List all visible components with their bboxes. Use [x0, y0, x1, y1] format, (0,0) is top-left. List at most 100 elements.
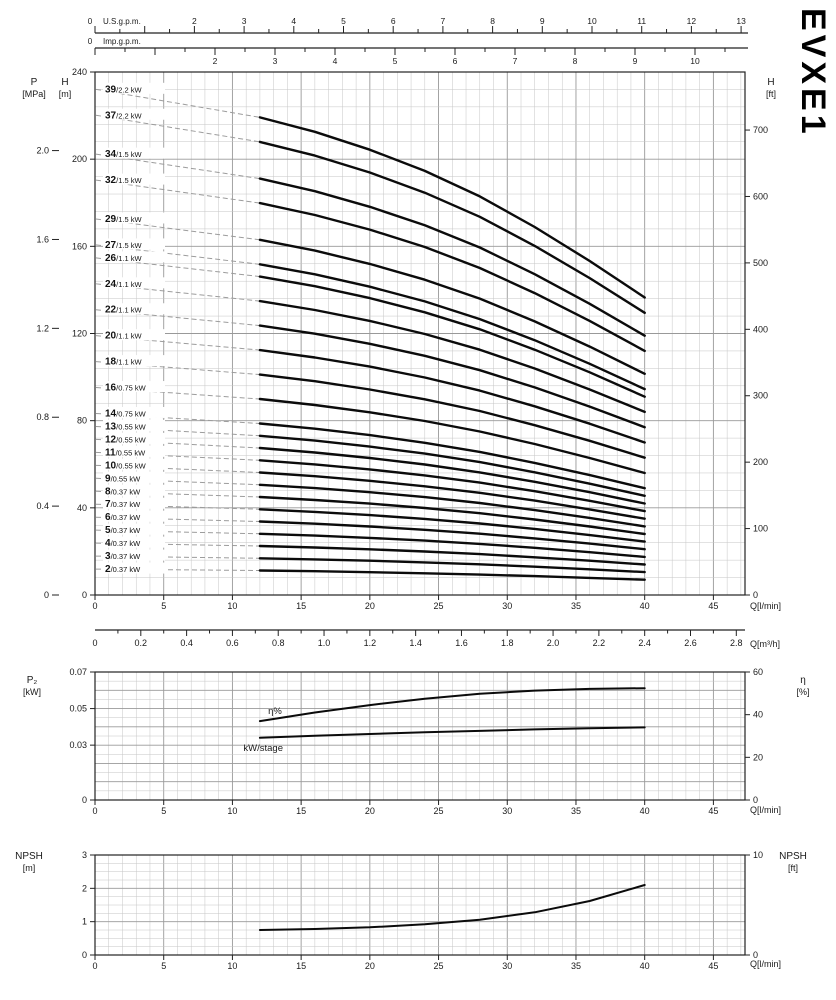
curve-label-5: 5/0.37 kW: [105, 525, 141, 536]
curve-label-3: 3/0.37 kW: [105, 551, 141, 562]
pump-curve-37: [258, 140, 646, 314]
svg-text:9: 9: [540, 16, 545, 26]
pump-curve-26: [258, 275, 646, 398]
svg-text:7: 7: [513, 56, 518, 66]
svg-text:30: 30: [502, 601, 512, 611]
npsh-left-axis-unit: [m]: [22, 863, 36, 873]
svg-text:2.2: 2.2: [593, 638, 606, 648]
svg-text:0.4: 0.4: [36, 501, 49, 511]
kw-per-stage-curve-label: kW/stage: [243, 743, 283, 754]
power-axis-header: P₂ [kW]: [14, 675, 50, 698]
power-axis-unit: [kW]: [23, 687, 41, 697]
curve-label-7: 7/0.37 kW: [105, 499, 141, 510]
svg-text:0.8: 0.8: [272, 638, 285, 648]
curve-label-11: 11/0.55 kW: [105, 447, 146, 458]
svg-text:40: 40: [640, 961, 650, 971]
svg-text:0.4: 0.4: [180, 638, 193, 648]
pump-curve-24: [258, 299, 646, 414]
npsh-x-axis-unit: Q[l/min]: [750, 959, 782, 969]
pump-curve-13: [258, 434, 646, 497]
efficiency-curve-label: η%: [268, 706, 282, 717]
svg-text:2.0: 2.0: [547, 638, 560, 648]
pump-curves: [258, 116, 646, 581]
curve-leaders: 39/2.2 kW 37/2.2 kW 34/1.5 kW 32/1.5 kW 29/1…: [95, 82, 260, 575]
pump-curve-4: [258, 544, 646, 566]
svg-text:160: 160: [72, 241, 87, 251]
svg-text:20: 20: [365, 601, 375, 611]
head-right-axis-symbol: H: [767, 77, 775, 88]
svg-text:60: 60: [753, 667, 763, 677]
svg-text:1.6: 1.6: [455, 638, 468, 648]
curve-label-8: 8/0.37 kW: [105, 486, 141, 497]
svg-text:200: 200: [72, 154, 87, 164]
svg-text:1.8: 1.8: [501, 638, 514, 648]
svg-text:45: 45: [708, 806, 718, 816]
mid-x-axis-unit: Q[l/min]: [750, 805, 782, 815]
pump-curve-16: [258, 397, 646, 475]
curve-label-20: 20/1.1 kW: [105, 331, 142, 342]
svg-text:0: 0: [88, 17, 93, 26]
npsh-right-axis-symbol: NPSH: [779, 851, 807, 862]
pressure-axis-header: P [MPa]: [14, 77, 54, 100]
model-series-label: EVXE1: [794, 8, 832, 138]
svg-text:U.S.g.p.m.: U.S.g.p.m.: [103, 17, 141, 26]
head-right-axis-unit: [ft]: [765, 89, 776, 99]
pump-curve-22: [258, 324, 646, 429]
curve-label-4: 4/0.37 kW: [105, 538, 141, 549]
pump-curve-18: [258, 373, 646, 459]
svg-text:0: 0: [92, 806, 97, 816]
power-axis-symbol: P₂: [26, 675, 38, 686]
svg-text:13: 13: [736, 16, 746, 26]
curve-label-34: 34/1.5 kW: [105, 149, 142, 160]
svg-text:40: 40: [753, 710, 763, 720]
svg-text:500: 500: [753, 258, 768, 268]
pump-curve-32: [258, 201, 646, 353]
head-left-axis-symbol: H: [61, 77, 69, 88]
svg-text:1.2: 1.2: [364, 638, 377, 648]
npsh-curve: [258, 884, 646, 931]
curve-label-29: 29/1.5 kW: [105, 214, 142, 225]
curve-label-6: 6/0.37 kW: [105, 512, 141, 523]
svg-text:2: 2: [82, 883, 87, 893]
svg-text:0.8: 0.8: [36, 412, 49, 422]
svg-text:0.03: 0.03: [69, 740, 87, 750]
svg-text:10: 10: [227, 961, 237, 971]
svg-text:0.05: 0.05: [69, 704, 87, 714]
efficiency-axis-header: η [%]: [788, 675, 818, 698]
svg-text:15: 15: [296, 601, 306, 611]
curve-label-32: 32/1.5 kW: [105, 175, 142, 186]
svg-text:0: 0: [753, 590, 758, 600]
svg-text:700: 700: [753, 125, 768, 135]
npsh-right-axis-unit: [ft]: [787, 863, 798, 873]
pump-curve-14: [258, 422, 646, 490]
npsh-curve-group: [258, 884, 646, 931]
svg-text:0.2: 0.2: [135, 638, 148, 648]
svg-text:40: 40: [77, 503, 87, 513]
svg-text:5: 5: [341, 16, 346, 26]
curve-label-9: 9/0.55 kW: [105, 473, 141, 484]
npsh-left-axis-header: NPSH [m]: [6, 851, 52, 874]
svg-text:240: 240: [72, 67, 87, 77]
svg-text:0: 0: [92, 601, 97, 611]
svg-text:120: 120: [72, 329, 87, 339]
svg-text:Imp.g.p.m.: Imp.g.p.m.: [103, 37, 141, 46]
curve-label-22: 22/1.1 kW: [105, 305, 142, 316]
svg-text:20: 20: [365, 961, 375, 971]
svg-text:40: 40: [640, 601, 650, 611]
pump-curve-39: [258, 116, 646, 299]
curve-label-12: 12/0.55 kW: [105, 434, 147, 445]
svg-text:6: 6: [391, 16, 396, 26]
svg-text:10: 10: [227, 601, 237, 611]
svg-text:10: 10: [753, 850, 763, 860]
curve-label-14: 14/0.75 kW: [105, 408, 147, 419]
svg-text:30: 30: [502, 806, 512, 816]
svg-text:2.4: 2.4: [638, 638, 651, 648]
head-left-axis-unit: [m]: [58, 89, 72, 99]
curve-label-18: 18/1.1 kW: [105, 357, 142, 368]
svg-text:15: 15: [296, 806, 306, 816]
svg-text:1.6: 1.6: [36, 234, 49, 244]
svg-text:0.07: 0.07: [69, 667, 87, 677]
svg-text:35: 35: [571, 961, 581, 971]
svg-text:9: 9: [633, 56, 638, 66]
